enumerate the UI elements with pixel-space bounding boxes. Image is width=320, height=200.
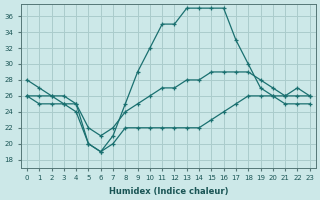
X-axis label: Humidex (Indice chaleur): Humidex (Indice chaleur) <box>108 187 228 196</box>
